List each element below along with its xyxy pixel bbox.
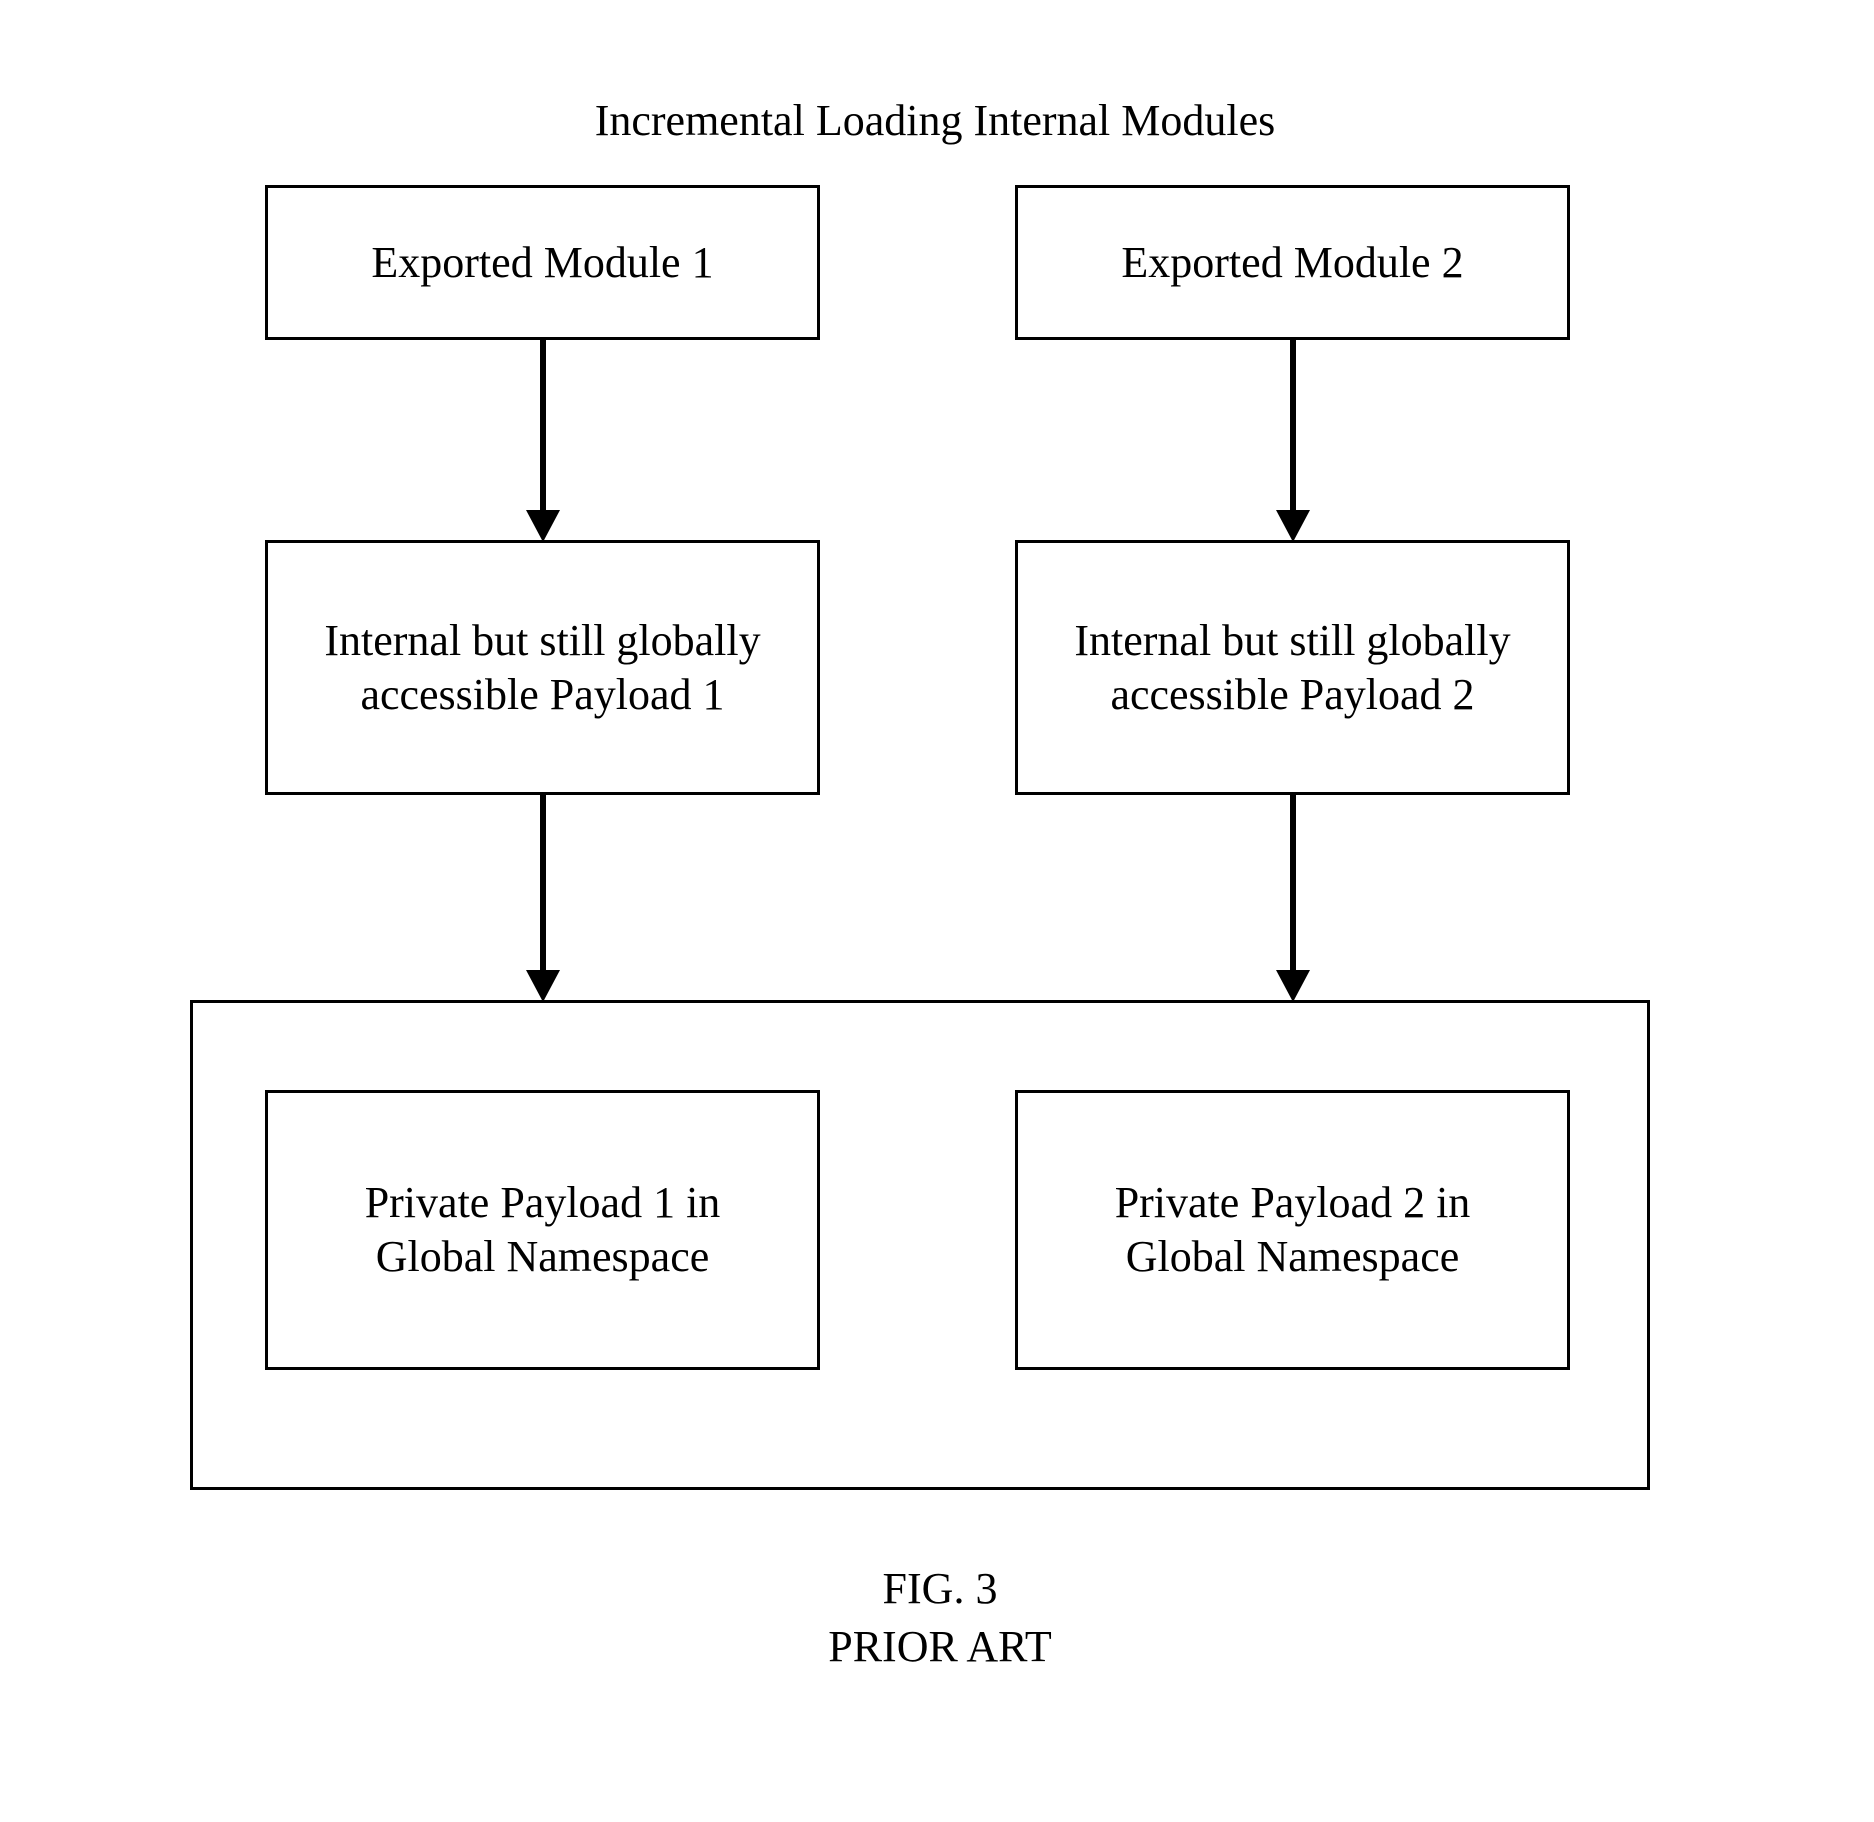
node-internal-2: Internal but still globally accessible P… [1015,540,1570,795]
node-label: Internal but still globally accessible P… [308,614,777,722]
node-label: Exported Module 2 [1121,236,1463,290]
figure-caption: FIG. 3 PRIOR ART [700,1560,1180,1680]
arrowhead-icon [1276,970,1310,1002]
node-private-1: Private Payload 1 in Global Namespace [265,1090,820,1370]
node-exported-2: Exported Module 2 [1015,185,1570,340]
arrowhead-icon [526,510,560,542]
edge-e4 [1274,795,1312,1004]
edge-e2 [1274,340,1312,544]
node-label: Private Payload 2 in Global Namespace [1058,1176,1527,1284]
arrowhead-icon [526,970,560,1002]
node-exported-1: Exported Module 1 [265,185,820,340]
figure-caption-line1: FIG. 3 [700,1560,1180,1618]
edge-e3 [524,795,562,1004]
node-label: Private Payload 1 in Global Namespace [308,1176,777,1284]
node-internal-1: Internal but still globally accessible P… [265,540,820,795]
figure-caption-line2: PRIOR ART [700,1618,1180,1676]
edge-e1 [524,340,562,544]
figure-canvas: Incremental Loading Internal Modules Exp… [0,0,1874,1822]
node-private-2: Private Payload 2 in Global Namespace [1015,1090,1570,1370]
node-label: Exported Module 1 [371,236,713,290]
arrowhead-icon [1276,510,1310,542]
node-label: Internal but still globally accessible P… [1058,614,1527,722]
figure-title: Incremental Loading Internal Modules [430,95,1440,155]
